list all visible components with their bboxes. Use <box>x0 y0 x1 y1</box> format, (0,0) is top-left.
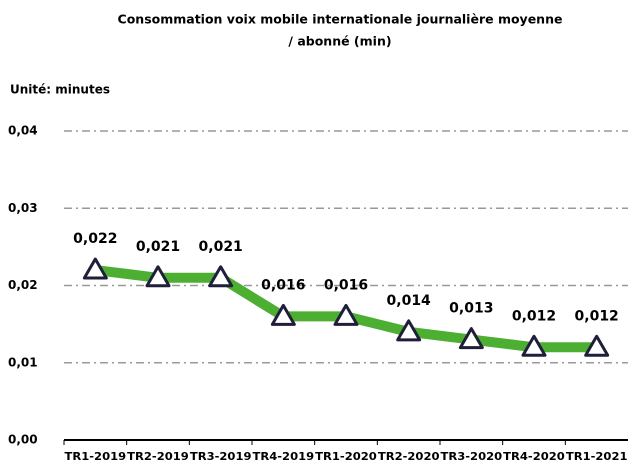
chart-title: Consommation voix mobile internationale … <box>118 12 563 27</box>
y-tick-label: 0,02 <box>8 278 38 292</box>
marker <box>396 319 422 342</box>
marker <box>458 327 484 350</box>
data-label: 0,012 <box>512 308 556 324</box>
data-label: 0,013 <box>449 301 493 317</box>
x-tick-label: TR2-2020 <box>378 451 440 463</box>
x-tick-label: TR4-2020 <box>503 451 565 463</box>
x-tick-label: TR2-2019 <box>127 451 189 463</box>
y-tick-label: 0,03 <box>8 201 38 215</box>
chart-title: / abonné (min) <box>288 34 391 49</box>
x-tick-label: TR1-2019 <box>65 451 127 463</box>
data-label: 0,012 <box>575 308 619 324</box>
marker <box>270 303 296 326</box>
marker <box>208 265 234 288</box>
data-label: 0,016 <box>261 277 305 293</box>
data-label: 0,021 <box>199 239 243 255</box>
marker <box>521 334 547 357</box>
y-tick-label: 0,01 <box>8 355 38 369</box>
marker <box>333 303 359 326</box>
x-tick-label: TR1-2020 <box>315 451 377 463</box>
x-tick-label: TR4-2019 <box>253 451 315 463</box>
data-label: 0,016 <box>324 277 368 293</box>
marker <box>82 257 108 280</box>
x-tick-label: TR1-2021 <box>566 451 628 463</box>
marker <box>145 265 171 288</box>
marker <box>584 334 610 357</box>
chart-subtitle: Unité: minutes <box>10 83 110 97</box>
x-tick-label: TR3-2019 <box>190 451 252 463</box>
x-tick-label: TR3-2020 <box>441 451 503 463</box>
data-label: 0,022 <box>73 231 117 247</box>
y-tick-label: 0,00 <box>8 433 38 447</box>
y-tick-label: 0,04 <box>8 124 38 138</box>
data-label: 0,021 <box>136 239 180 255</box>
data-label: 0,014 <box>387 293 432 309</box>
